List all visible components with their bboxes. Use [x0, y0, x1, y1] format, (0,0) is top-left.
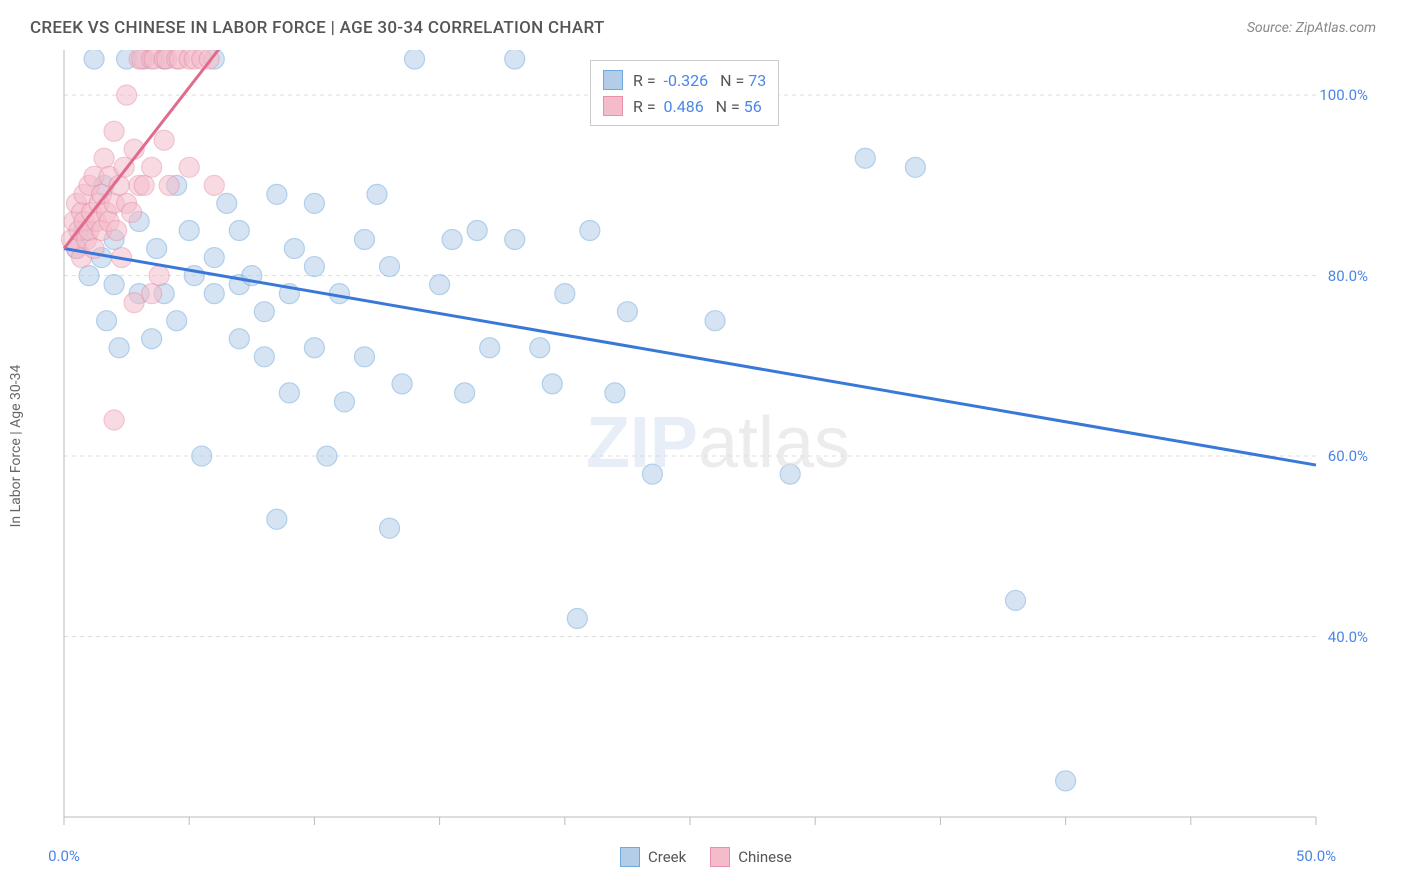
- chart-title: CREEK VS CHINESE IN LABOR FORCE | AGE 30…: [30, 18, 605, 38]
- y-tick-label: 100.0%: [1319, 86, 1368, 104]
- y-tick-label: 60.0%: [1328, 447, 1368, 465]
- legend-label: Creek: [648, 848, 686, 866]
- stats-row: R = -0.326 N = 73: [603, 67, 766, 93]
- chart-source: Source: ZipAtlas.com: [1247, 20, 1376, 36]
- legend-item: Chinese: [710, 847, 792, 867]
- legend-swatch: [620, 847, 640, 867]
- legend: Creek Chinese: [620, 847, 792, 867]
- legend-item: Creek: [620, 847, 686, 867]
- chart-area: ZIPatlas R = -0.326 N = 73 R = 0.486 N =…: [60, 50, 1376, 835]
- legend-swatch: [710, 847, 730, 867]
- x-tick-label: 0.0%: [48, 847, 80, 865]
- x-tick-label: 50.0%: [1296, 847, 1336, 865]
- correlation-text: R = -0.326 N = 73: [633, 71, 766, 90]
- y-axis-label: In Labor Force | Age 30-34: [8, 365, 24, 528]
- correlation-text: R = 0.486 N = 56: [633, 97, 762, 116]
- series-swatch: [603, 70, 623, 90]
- legend-label: Chinese: [738, 848, 792, 866]
- correlation-stats-box: R = -0.326 N = 73 R = 0.486 N = 56: [590, 60, 779, 126]
- series-swatch: [603, 96, 623, 116]
- stats-row: R = 0.486 N = 56: [603, 93, 766, 119]
- y-tick-label: 80.0%: [1328, 267, 1368, 285]
- y-tick-label: 40.0%: [1328, 628, 1368, 646]
- scatter-plot: [60, 50, 1376, 835]
